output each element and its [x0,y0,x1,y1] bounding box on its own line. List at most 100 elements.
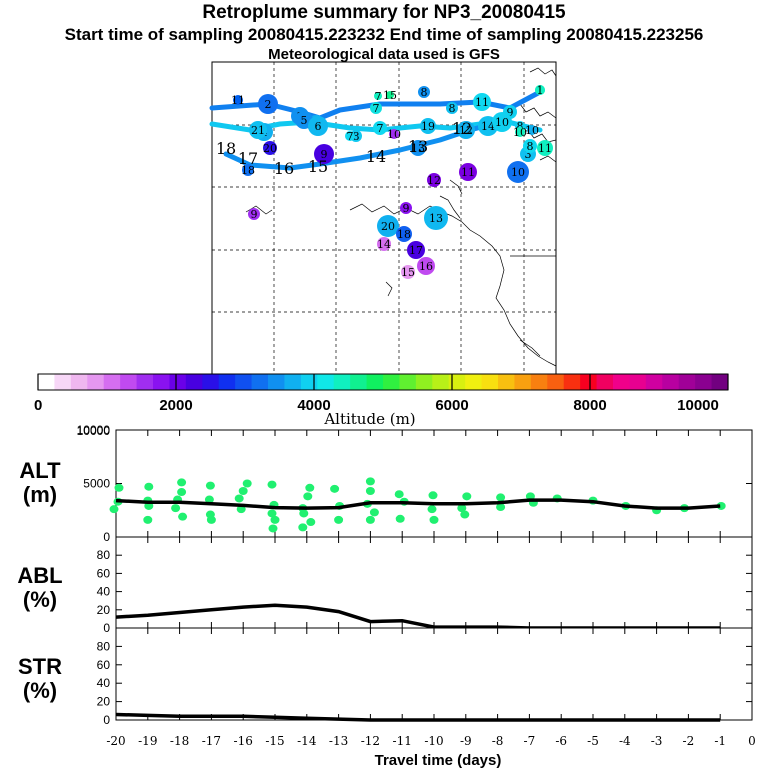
alt-point [365,515,375,524]
x-tick-label: -19 [138,734,157,748]
map-trajectory-label: 20 [263,141,277,155]
map-label-text: 20 [263,142,277,155]
map-label-text: 15 [308,157,328,176]
map-marker [377,237,391,251]
map-trajectory-label: 17 [407,241,425,259]
map-label-text: 21 [251,124,265,137]
alt-point [369,508,379,517]
alt-point [303,492,313,501]
map-trajectory-label: 16 [417,257,435,275]
map-trajectory-label: 14 [377,237,391,251]
map-label-text: 10 [511,166,525,179]
map-label-text: 14 [377,238,391,251]
colorbar-tick-label: 6000 [435,397,468,414]
colorbar-swatch [563,374,581,390]
x-tick-label: -11 [393,734,412,748]
colorbar-swatch [530,374,548,390]
map-marker [377,215,399,237]
map-trajectory-label: 21 [249,121,267,139]
map-marker [420,118,436,134]
x-tick-label: -16 [234,734,253,748]
x-tick-label: -4 [619,734,631,748]
alt-point [178,512,188,521]
map-trajectory-label: 8 [418,86,430,99]
colorbar-swatch [695,374,713,390]
alt-point [395,514,405,523]
map-marker [242,164,254,176]
x-tick-label: -3 [651,734,663,748]
alt-point [109,505,119,514]
x-tick-label: -17 [202,734,221,748]
x-tick-label: -8 [492,734,504,748]
colorbar-tick-label: 2000 [159,397,192,414]
alt-point [206,515,216,524]
x-tick-label: -13 [329,734,348,748]
colorbar-swatch [645,374,663,390]
map-trajectory-label: 1 [535,84,545,97]
y-tick-label: 60 [97,658,111,672]
map-trajectory-label: 9 [314,144,334,164]
map-label-text: 13 [429,212,443,225]
map-label-text: 3 [525,148,532,161]
map-marker [389,129,399,139]
x-tick-label: -10 [424,734,443,748]
map-trajectory-label: 8 [446,102,458,115]
alt-point [427,505,437,514]
map-marker [410,140,426,156]
map-trajectory-label: 16 [274,159,294,178]
map-marker [373,121,387,135]
map-trajectory-label: 7 [345,130,355,143]
map-label-text: 18 [241,164,255,177]
y-tick-label: 0 [103,530,110,544]
map-trajectory-label: 6 [308,116,328,136]
map-marker [537,140,553,156]
colorbar-swatch [613,374,630,390]
map-marker [459,163,477,181]
y-tick-label: 0 [103,621,110,635]
map-label-text: 14 [366,147,386,166]
map-trajectory-label: 13 [408,137,428,156]
colorbar-swatch [38,374,55,390]
map-marker [527,125,537,135]
map-label-text: 9 [403,202,410,215]
map-label-text: 9 [321,148,328,161]
map-trajectory-label: 11 [537,140,553,156]
map-marker [417,257,435,275]
colorbar-swatch [103,374,121,390]
map-label-text: 8 [353,130,360,143]
alt-point [143,515,153,524]
map-label-text: 8 [421,86,428,99]
colorbar-swatch [268,374,285,390]
map-marker [515,127,525,137]
map-marker [233,95,243,105]
map-trajectory-label: 10 [513,126,527,139]
map-marker [308,116,328,136]
map-label-text: 8 [517,120,524,133]
colorbar-swatch [629,374,647,390]
map-marker [507,161,529,183]
alt-point [270,515,280,524]
colorbar-swatch [251,374,269,390]
map-label-text: 11 [538,142,552,155]
x-tick-label: -2 [683,734,695,748]
colorbar-swatch [317,374,335,390]
map-label-text: 16 [274,159,294,178]
map-label-text: 7 [373,102,380,115]
alt-point [525,492,535,501]
trajectory-map: 1123456777158811961042187101912131410810… [209,61,557,375]
map-trajectory-label: 12 [452,119,472,138]
colorbar-label: Altitude (m) [323,410,415,428]
alt-point [428,491,438,500]
alt-point [238,486,248,495]
panel-abl: 0 20 40 60 80 ABL(%) [17,536,753,635]
map-label-text: 2 [265,98,272,111]
map-marker [418,86,430,98]
alt-point [334,515,344,524]
map-label-text: 11 [461,166,475,179]
panel-ylabel: STR [18,654,62,679]
map-marker [401,265,415,279]
panel-frame [115,627,753,721]
map-marker [248,208,260,220]
alt-point [205,481,215,490]
map-trajectory-label: 10 [525,124,539,137]
